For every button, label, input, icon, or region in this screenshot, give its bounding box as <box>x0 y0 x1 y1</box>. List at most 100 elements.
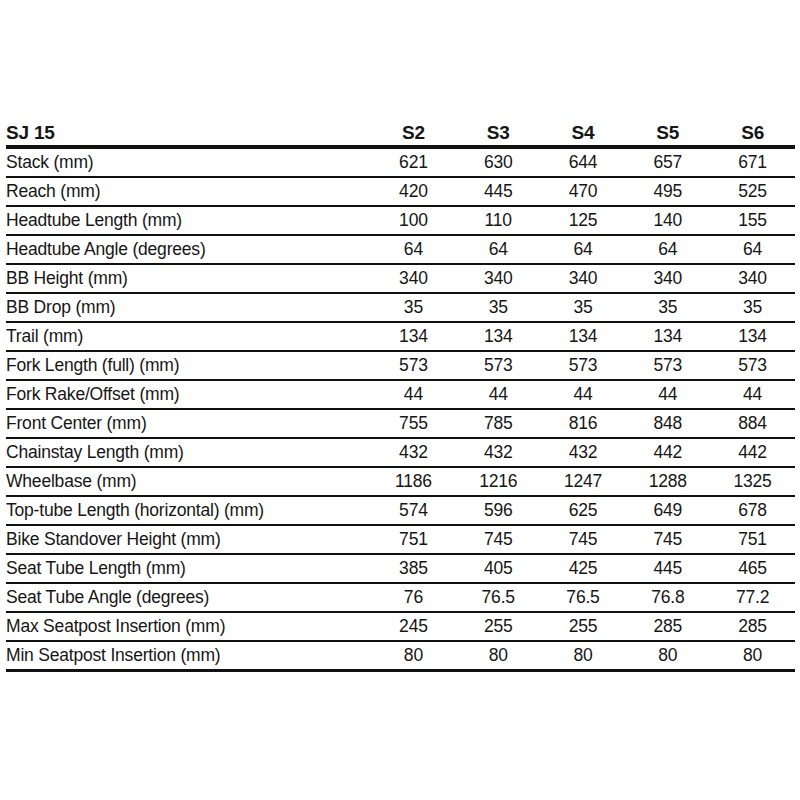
row-label: Chainstay Length (mm) <box>6 438 371 467</box>
row-value: 525 <box>710 177 795 206</box>
row-value: 574 <box>371 496 456 525</box>
row-value: 1247 <box>541 467 626 496</box>
row-value: 76 <box>371 583 456 612</box>
column-header-s5: S5 <box>625 121 710 147</box>
row-value: 884 <box>710 409 795 438</box>
row-value: 44 <box>541 380 626 409</box>
row-label: BB Height (mm) <box>6 264 371 293</box>
row-value: 245 <box>371 612 456 641</box>
row-value: 751 <box>710 525 795 554</box>
row-value: 80 <box>371 641 456 671</box>
row-value: 80 <box>456 641 541 671</box>
row-value: 80 <box>541 641 626 671</box>
row-value: 785 <box>456 409 541 438</box>
table-row: Max Seatpost Insertion (mm)2452552552852… <box>6 612 795 641</box>
row-value: 44 <box>710 380 795 409</box>
row-value: 573 <box>710 351 795 380</box>
row-value: 134 <box>456 322 541 351</box>
row-value: 573 <box>625 351 710 380</box>
table-row: Top-tube Length (horizontal) (mm)5745966… <box>6 496 795 525</box>
row-value: 1186 <box>371 467 456 496</box>
table-row: BB Drop (mm)3535353535 <box>6 293 795 322</box>
table-row: Fork Rake/Offset (mm)4444444444 <box>6 380 795 409</box>
table-row: Bike Standover Height (mm)75174574574575… <box>6 525 795 554</box>
row-value: 596 <box>456 496 541 525</box>
row-value: 255 <box>541 612 626 641</box>
table-row: Min Seatpost Insertion (mm)8080808080 <box>6 641 795 671</box>
row-label: Seat Tube Angle (degrees) <box>6 583 371 612</box>
row-value: 649 <box>625 496 710 525</box>
row-value: 420 <box>371 177 456 206</box>
row-label: Trail (mm) <box>6 322 371 351</box>
row-value: 285 <box>710 612 795 641</box>
row-value: 573 <box>456 351 541 380</box>
table-row: Headtube Angle (degrees)6464646464 <box>6 235 795 264</box>
row-value: 745 <box>625 525 710 554</box>
row-value: 573 <box>371 351 456 380</box>
table-row: Front Center (mm)755785816848884 <box>6 409 795 438</box>
row-value: 44 <box>371 380 456 409</box>
row-value: 125 <box>541 206 626 235</box>
row-value: 340 <box>625 264 710 293</box>
row-value: 678 <box>710 496 795 525</box>
row-value: 35 <box>625 293 710 322</box>
table-row: Headtube Length (mm)100110125140155 <box>6 206 795 235</box>
row-value: 848 <box>625 409 710 438</box>
row-value: 751 <box>371 525 456 554</box>
row-label: BB Drop (mm) <box>6 293 371 322</box>
row-value: 671 <box>710 147 795 177</box>
row-value: 100 <box>371 206 456 235</box>
row-value: 495 <box>625 177 710 206</box>
row-label: Bike Standover Height (mm) <box>6 525 371 554</box>
row-value: 76.5 <box>541 583 626 612</box>
row-value: 630 <box>456 147 541 177</box>
row-value: 35 <box>541 293 626 322</box>
row-value: 155 <box>710 206 795 235</box>
row-value: 405 <box>456 554 541 583</box>
geometry-page: SJ 15 S2S3S4S5S6 Stack (mm)6216306446576… <box>0 0 800 800</box>
row-value: 134 <box>625 322 710 351</box>
row-value: 134 <box>710 322 795 351</box>
row-value: 110 <box>456 206 541 235</box>
row-value: 80 <box>710 641 795 671</box>
table-row: Wheelbase (mm)11861216124712881325 <box>6 467 795 496</box>
row-value: 573 <box>541 351 626 380</box>
row-value: 442 <box>710 438 795 467</box>
table-row: Stack (mm)621630644657671 <box>6 147 795 177</box>
row-label: Seat Tube Length (mm) <box>6 554 371 583</box>
column-header-s6: S6 <box>710 121 795 147</box>
row-value: 80 <box>625 641 710 671</box>
row-value: 385 <box>371 554 456 583</box>
row-value: 621 <box>371 147 456 177</box>
geometry-table-body: Stack (mm)621630644657671Reach (mm)42044… <box>6 147 795 671</box>
row-value: 64 <box>456 235 541 264</box>
table-row: Seat Tube Angle (degrees)7676.576.576.87… <box>6 583 795 612</box>
row-value: 445 <box>456 177 541 206</box>
row-value: 745 <box>541 525 626 554</box>
row-value: 425 <box>541 554 626 583</box>
table-row: BB Height (mm)340340340340340 <box>6 264 795 293</box>
row-value: 77.2 <box>710 583 795 612</box>
column-header-s3: S3 <box>456 121 541 147</box>
row-value: 134 <box>371 322 456 351</box>
row-value: 44 <box>625 380 710 409</box>
row-value: 340 <box>541 264 626 293</box>
row-value: 76.8 <box>625 583 710 612</box>
row-value: 816 <box>541 409 626 438</box>
row-value: 35 <box>456 293 541 322</box>
row-label: Front Center (mm) <box>6 409 371 438</box>
row-value: 644 <box>541 147 626 177</box>
row-value: 445 <box>625 554 710 583</box>
column-header-s4: S4 <box>541 121 626 147</box>
row-value: 432 <box>541 438 626 467</box>
row-label: Headtube Length (mm) <box>6 206 371 235</box>
row-value: 470 <box>541 177 626 206</box>
row-value: 755 <box>371 409 456 438</box>
row-value: 340 <box>710 264 795 293</box>
row-value: 657 <box>625 147 710 177</box>
table-row: Trail (mm)134134134134134 <box>6 322 795 351</box>
row-value: 340 <box>456 264 541 293</box>
row-value: 64 <box>710 235 795 264</box>
row-value: 442 <box>625 438 710 467</box>
row-value: 1288 <box>625 467 710 496</box>
